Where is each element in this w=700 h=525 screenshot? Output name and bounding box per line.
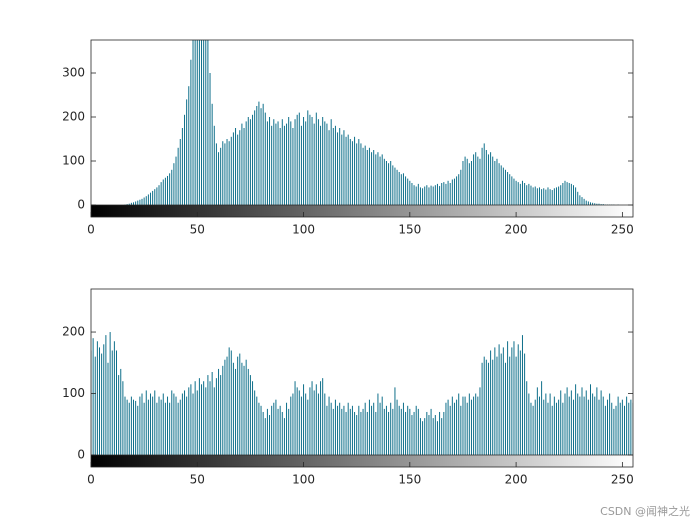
x-tick-label: 50 xyxy=(190,223,205,237)
y-tick-label: 300 xyxy=(62,66,85,80)
y-tick-label: 0 xyxy=(77,448,85,462)
colorbar xyxy=(91,205,633,217)
x-tick-label: 150 xyxy=(398,223,421,237)
axes-box xyxy=(90,39,634,218)
plot-area xyxy=(91,289,633,467)
y-tick-label: 0 xyxy=(77,198,85,212)
y-tick-label: 200 xyxy=(62,325,85,339)
bars xyxy=(124,40,619,205)
x-tick-label: 100 xyxy=(292,223,315,237)
x-tick-label: 250 xyxy=(611,223,634,237)
x-tick-label: 250 xyxy=(611,473,634,487)
y-tick-label: 100 xyxy=(62,154,85,168)
x-tick-label: 200 xyxy=(505,473,528,487)
histogram-axes: 0 100 200 0 50 100 150 200 250 xyxy=(62,288,634,487)
y-tick-label: 100 xyxy=(62,386,85,400)
axes-box xyxy=(90,288,634,468)
x-tick-label: 100 xyxy=(292,473,315,487)
colorbar xyxy=(91,455,633,467)
y-tick-label: 200 xyxy=(62,110,85,124)
x-tick-label: 200 xyxy=(505,223,528,237)
x-tick-label: 0 xyxy=(87,223,95,237)
bars xyxy=(91,332,633,455)
watermark: CSDN @闻神之光 xyxy=(600,504,690,518)
histogram-axes: 0 100 200 300 0 50 100 150 200 250 xyxy=(62,39,634,237)
x-tick-label: 50 xyxy=(190,473,205,487)
plot-area xyxy=(91,40,633,217)
x-tick-label: 150 xyxy=(398,473,421,487)
x-tick-label: 0 xyxy=(87,473,95,487)
